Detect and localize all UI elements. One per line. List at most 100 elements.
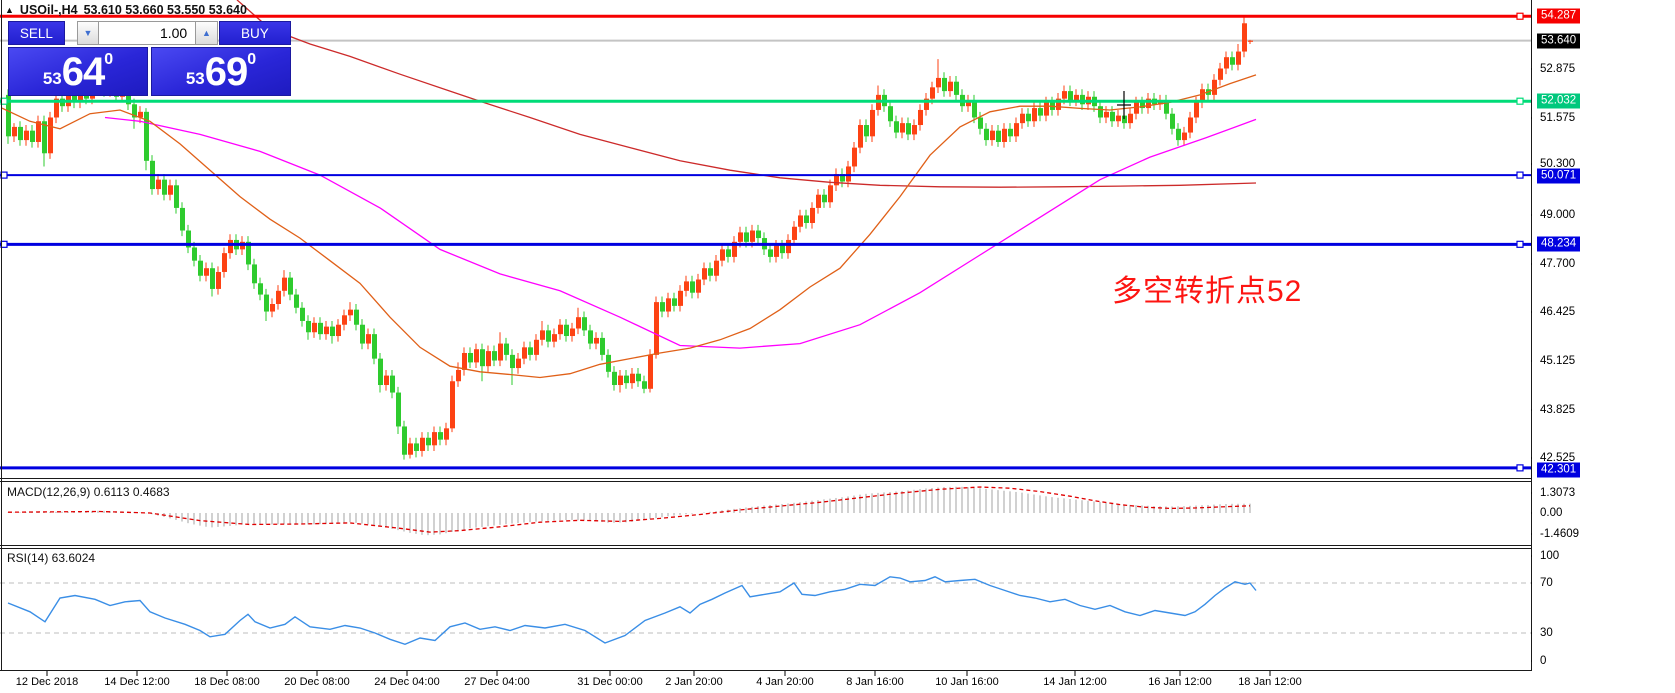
candle — [228, 239, 233, 254]
candle — [1212, 79, 1217, 95]
candle — [438, 432, 443, 440]
candle — [942, 77, 947, 92]
candle — [414, 443, 419, 451]
candle — [18, 126, 23, 141]
candle — [246, 241, 251, 265]
level-handle — [1516, 171, 1524, 179]
candle — [1044, 102, 1049, 116]
candle — [132, 104, 137, 118]
sell-price-box[interactable]: 53 64 0 — [8, 47, 148, 96]
price-level-label: 53.640 — [1537, 33, 1581, 49]
candle — [1230, 57, 1235, 65]
volume-decrease-button[interactable]: ▼ — [76, 21, 100, 45]
candle — [516, 358, 521, 369]
candle — [1008, 128, 1013, 137]
candle — [720, 249, 725, 261]
price-level-label: 48.234 — [1537, 236, 1581, 252]
time-axis-label: 14 Jan 12:00 — [1043, 676, 1107, 688]
price-axis[interactable]: 52.875 51.575 50.300 49.000 47.700 46.425 45.1… — [1532, 0, 1675, 693]
rsi-indicator-label: RSI(14) 63.6024 — [7, 551, 96, 565]
candle — [660, 302, 665, 312]
time-axis-label: 8 Jan 16:00 — [846, 676, 904, 688]
candle — [1188, 117, 1193, 133]
candle — [384, 375, 389, 386]
price-tick-label: 46.425 — [1540, 306, 1576, 318]
macd-indicator-label: MACD(12,26,9) 0.6113 0.4683 — [7, 485, 170, 499]
candle — [636, 373, 641, 382]
candle — [426, 437, 431, 446]
price-tick-label: 50.300 — [1540, 158, 1576, 170]
candle — [432, 432, 437, 446]
volume-input[interactable] — [99, 21, 196, 45]
candle — [492, 351, 497, 361]
candle — [780, 245, 785, 254]
candle — [330, 326, 335, 337]
candle — [1014, 123, 1019, 137]
sell-price-prefix: 53 — [42, 69, 62, 88]
ohlc-values: 53.610 53.660 53.550 53.640 — [83, 3, 247, 17]
candle — [834, 174, 839, 186]
candle — [822, 194, 827, 203]
ma-fast-orange — [1, 74, 1257, 379]
up-triangle-icon: ▲ — [5, 4, 14, 15]
candle — [708, 268, 713, 276]
candle — [192, 247, 197, 261]
candle — [816, 194, 821, 208]
candle — [468, 352, 473, 363]
price-level-label: 52.032 — [1537, 93, 1581, 109]
time-axis-label: 16 Jan 12:00 — [1148, 676, 1212, 688]
candle — [210, 268, 215, 289]
candle — [30, 130, 35, 142]
volume-increase-button[interactable]: ▲ — [195, 21, 218, 45]
candle — [198, 260, 203, 276]
candle — [1116, 115, 1121, 122]
candle — [540, 330, 545, 340]
time-axis-label: 14 Dec 12:00 — [104, 676, 170, 688]
candle — [630, 373, 635, 384]
buy-price-box[interactable]: 53 69 0 — [151, 47, 291, 96]
candle — [684, 281, 689, 291]
sell-button[interactable]: SELL — [8, 21, 65, 45]
candle — [972, 100, 977, 118]
candle — [1020, 113, 1025, 124]
candle — [294, 294, 299, 308]
level-handle — [1516, 12, 1524, 20]
candle — [624, 375, 629, 384]
candle — [1164, 100, 1169, 114]
candle — [672, 298, 677, 306]
candle — [576, 317, 581, 329]
candle — [1104, 111, 1109, 118]
candle — [594, 337, 599, 344]
candle — [678, 290, 683, 306]
candle — [840, 174, 845, 182]
price-tick-label: 43.825 — [1540, 404, 1576, 416]
candle — [588, 330, 593, 344]
level-handle — [1516, 240, 1524, 248]
candle — [1194, 102, 1199, 118]
buy-button[interactable]: BUY — [218, 21, 291, 45]
candle — [486, 351, 491, 367]
candle — [78, 91, 83, 103]
candle — [420, 437, 425, 451]
candle — [1032, 108, 1037, 122]
candle — [696, 279, 701, 293]
candle — [174, 185, 179, 208]
candle — [270, 304, 275, 312]
candle — [702, 268, 707, 280]
candle — [606, 354, 611, 372]
price-tick-label: 51.575 — [1540, 112, 1576, 124]
price-tick-label: 47.700 — [1540, 258, 1576, 270]
candle — [216, 271, 221, 289]
candle — [864, 125, 869, 137]
candle — [24, 130, 29, 141]
candle — [1170, 113, 1175, 129]
candle — [1056, 98, 1061, 110]
candle — [828, 185, 833, 203]
candle — [930, 87, 935, 99]
candle — [1110, 111, 1115, 122]
candle — [72, 94, 77, 103]
candle — [474, 349, 479, 363]
candle — [1182, 132, 1187, 141]
